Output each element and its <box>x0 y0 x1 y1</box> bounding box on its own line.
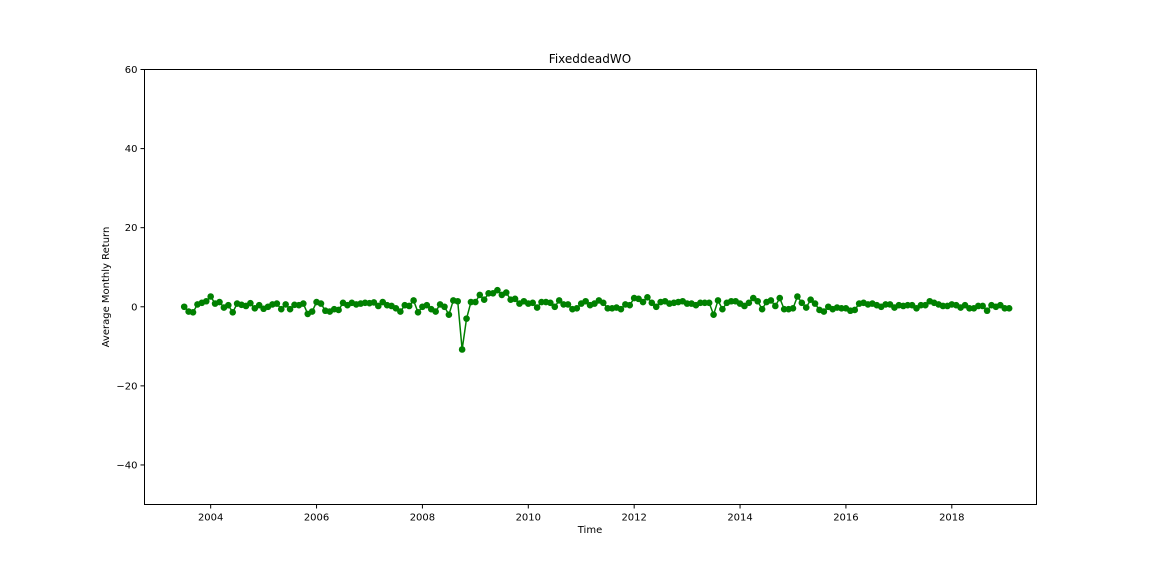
data-point <box>480 296 488 303</box>
data-point <box>472 298 479 306</box>
data-point <box>922 301 929 309</box>
data-point <box>410 297 417 304</box>
data-point <box>180 303 188 311</box>
x-tick-label: 2004 <box>198 513 223 524</box>
data-point <box>807 296 814 303</box>
y-tick-label: 0 <box>131 302 137 313</box>
series-layer <box>180 286 1013 353</box>
data-point <box>441 303 448 311</box>
plot-area <box>144 69 1037 505</box>
x-tick-label: 2006 <box>304 513 329 524</box>
x-axis: 2004 2006 2008 2010 2012 2014 2016 2018 <box>198 504 965 524</box>
data-point <box>767 297 775 304</box>
data-point <box>335 306 342 314</box>
data-point <box>551 303 559 311</box>
data-point <box>454 297 462 305</box>
data-point <box>1005 305 1013 312</box>
data-point <box>286 305 294 313</box>
data-point <box>983 307 991 315</box>
data-point <box>207 293 214 300</box>
y-tick-label: 40 <box>125 144 138 155</box>
y-axis-label: Average Monthly Return <box>101 227 112 348</box>
x-tick-label: 2018 <box>939 513 964 524</box>
data-point <box>405 302 413 310</box>
data-point <box>273 300 281 307</box>
data-point <box>719 305 726 313</box>
data-point <box>458 346 466 353</box>
data-point <box>370 299 378 306</box>
data-point <box>573 305 581 312</box>
data-point <box>225 301 232 309</box>
data-point <box>644 293 651 301</box>
data-point <box>555 297 563 304</box>
x-tick-label: 2016 <box>833 513 858 524</box>
data-point <box>648 299 656 307</box>
y-tick-label: 20 <box>125 223 138 234</box>
data-point <box>617 305 625 313</box>
data-point <box>789 305 797 312</box>
x-tick-label: 2014 <box>727 513 752 524</box>
data-point <box>511 295 519 303</box>
x-tick-label: 2012 <box>621 513 646 524</box>
data-point <box>533 304 541 311</box>
data-point <box>758 305 766 313</box>
y-tick-label: −20 <box>116 381 137 392</box>
x-axis-label: Time <box>577 525 602 536</box>
data-point <box>432 308 439 315</box>
data-point <box>463 315 470 322</box>
data-point <box>710 311 717 318</box>
data-point <box>547 299 554 307</box>
data-point <box>300 300 307 307</box>
data-point <box>705 299 713 307</box>
data-point <box>414 309 422 316</box>
data-point <box>714 297 722 304</box>
data-point <box>639 298 647 306</box>
data-point <box>798 299 806 307</box>
data-point <box>599 299 607 307</box>
x-tick-label: 2008 <box>410 513 435 524</box>
y-tick-label: −40 <box>116 460 137 471</box>
data-point <box>229 309 237 316</box>
data-point <box>247 299 254 307</box>
data-point <box>423 301 431 309</box>
data-point <box>494 286 501 294</box>
data-point <box>754 297 761 305</box>
data-point <box>216 298 223 306</box>
data-point <box>397 308 404 315</box>
data-point <box>202 297 210 305</box>
data-point <box>529 299 537 307</box>
data-point <box>582 297 589 305</box>
data-point <box>189 309 197 316</box>
data-point <box>255 301 263 309</box>
data-point <box>802 304 810 311</box>
data-point <box>811 300 819 307</box>
data-point <box>476 291 484 299</box>
data-point <box>502 289 510 296</box>
data-point <box>652 303 660 311</box>
data-point <box>282 301 289 308</box>
data-point <box>375 302 382 310</box>
data-point <box>772 302 779 310</box>
data-point <box>308 308 316 315</box>
y-axis: −40 −20 0 20 40 60 <box>116 65 145 471</box>
data-point <box>317 300 325 307</box>
data-point <box>820 308 828 315</box>
data-point <box>626 301 634 309</box>
data-point <box>979 302 986 310</box>
data-point <box>851 306 859 314</box>
data-point <box>794 293 801 300</box>
x-tick-label: 2010 <box>516 513 541 524</box>
chart-title: FixeddeadWO <box>549 52 631 66</box>
data-point <box>277 305 285 313</box>
data-point <box>564 301 572 308</box>
data-point <box>445 311 453 318</box>
data-point <box>745 299 753 307</box>
data-point <box>776 294 784 302</box>
y-tick-label: 60 <box>125 65 138 76</box>
